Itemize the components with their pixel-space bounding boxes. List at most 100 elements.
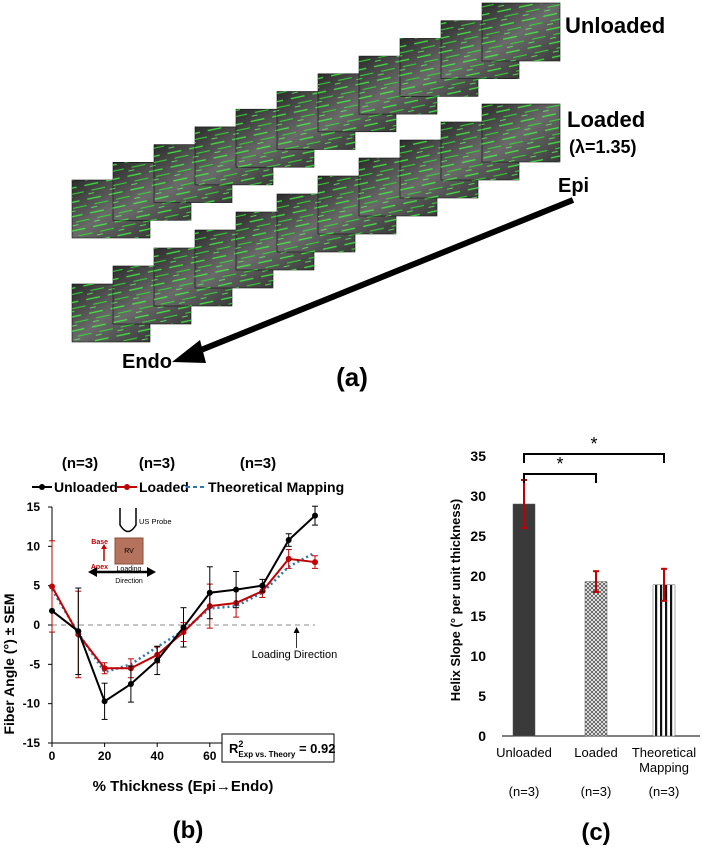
apex-label: Apex — [91, 564, 108, 571]
endo-label: Endo — [122, 351, 172, 373]
unloaded-point — [101, 698, 108, 705]
r-squared-annotation: R2 Exp vs. Theory = 0.92 — [221, 733, 335, 763]
chart-b-axes: -15-10-5051015020406080100 — [23, 500, 326, 763]
inset-direction-label: Direction — [115, 578, 143, 585]
loading-direction-label: Loading Direction — [252, 649, 338, 661]
chart-c-category-label: Mapping — [639, 760, 689, 775]
unloaded-image-stack — [71, 2, 561, 239]
legend: Unloaded Loaded Theoretical Mapping — [32, 479, 344, 495]
rv-box — [114, 537, 144, 565]
theoretical-mapping-line — [50, 551, 316, 674]
significance-bracket — [523, 453, 665, 463]
chart-c-significance: ** — [523, 434, 665, 483]
loaded-point — [285, 555, 292, 562]
chart-c-n-label: (n=3) — [649, 784, 680, 799]
chart-b-y-tick-label: 10 — [27, 539, 41, 553]
chart-c-y-tick-label: 15 — [470, 608, 486, 624]
us-probe-label: US Probe — [139, 517, 172, 526]
chart-b-x-tick-label: 40 — [151, 749, 165, 763]
legend-theory-label: Theoretical Mapping — [208, 479, 344, 495]
bar-loaded — [584, 581, 608, 737]
rv-label: RV — [124, 548, 134, 555]
loaded-point — [101, 665, 108, 672]
unloaded-point — [127, 681, 134, 687]
chart-c-y-tick-label: 5 — [478, 688, 486, 704]
unloaded-point — [154, 657, 161, 664]
chart-b-reference-line: Loading Direction — [52, 624, 338, 661]
us-probe-icon — [119, 508, 137, 533]
unloaded-point — [206, 589, 213, 596]
chart-b-y-tick-label: -15 — [23, 736, 41, 750]
epi-endo-arrowhead — [172, 340, 206, 363]
chart-c-y-tick-label: 20 — [470, 568, 486, 584]
chart-c-n-label: (n=3) — [581, 784, 612, 799]
loading-arrow-right-head — [147, 567, 156, 577]
chart-b-x-tick-label: 60 — [203, 749, 217, 763]
unloaded-point — [49, 607, 55, 614]
n-label-group-3: (n=3) — [240, 455, 276, 472]
chart-b-y-tick-label: 5 — [33, 579, 40, 593]
chart-b-y-tick-label: -10 — [23, 697, 41, 711]
legend-loaded-marker — [124, 484, 130, 490]
unloaded-point — [75, 628, 82, 635]
chart-b-x-axis-label: % Thickness (Epi→Endo) — [93, 778, 274, 795]
panel-c-label: (c) — [581, 819, 610, 846]
chart-c-category-label: Loaded — [574, 745, 617, 760]
chart-c-y-tick-label: 30 — [470, 488, 486, 504]
loaded-point — [312, 559, 318, 566]
unloaded-point — [285, 537, 292, 544]
loading-arrow-left-head — [88, 567, 97, 577]
stretch-ratio-label: (λ=1.35) — [569, 137, 637, 157]
legend-unloaded-marker — [39, 484, 45, 490]
base-label: Base — [91, 539, 108, 546]
panel-c-helix-slope-chart: 0 5 10 15 20 25 30 35 Unloaded (n=3) Loaded (n=3) T… — [448, 434, 700, 846]
chart-c-category-label: Unloaded — [496, 745, 552, 760]
chart-b-x-tick-label: 0 — [49, 749, 56, 763]
significance-star: * — [590, 434, 597, 454]
panel-b-fiber-angle-chart: (n=3) (n=3) (n=3) Unloaded Loaded Theore… — [1, 455, 344, 844]
base-apex-arrowhead — [101, 544, 107, 549]
bar-unloaded — [512, 503, 536, 737]
unloaded-point — [259, 582, 266, 589]
chart-b-y-tick-label: 0 — [33, 618, 40, 632]
unloaded-point — [180, 624, 187, 631]
panel-a-label: (a) — [336, 362, 368, 392]
unloaded-point — [233, 586, 240, 593]
chart-c-y-tick-label: 25 — [470, 528, 486, 544]
inset-loading-label: Loading — [117, 566, 142, 573]
chart-c-category-label: Theoretical — [632, 745, 696, 760]
chart-c-bars: Unloaded (n=3) Loaded (n=3) TheoreticalMappi… — [496, 479, 696, 799]
unloaded-point — [312, 512, 318, 519]
n-label-group-2: (n=3) — [139, 455, 175, 472]
epi-endo-arrow-shaft — [194, 197, 575, 355]
chart-c-n-label: (n=3) — [509, 784, 540, 799]
inset-diagram: US Probe RV Base Apex Loading Direction — [88, 508, 172, 585]
bar-theoretical-mapping — [652, 584, 676, 737]
significance-star: * — [556, 454, 563, 474]
chart-b-y-tick-label: 15 — [27, 500, 41, 514]
chart-b-y-axis-label: Fiber Angle (°) ± SEM — [1, 593, 17, 734]
chart-c-y-tick-label: 10 — [470, 648, 486, 664]
chart-c-y-axis-label: Helix Slope (° per unit thickness) — [448, 499, 463, 701]
chart-b-x-tick-label: 20 — [98, 749, 112, 763]
epi-label: Epi — [558, 175, 589, 197]
unloaded-tile-fibers — [482, 3, 560, 61]
r-squared-box — [221, 733, 335, 763]
loaded-tile-fibers — [482, 104, 560, 162]
loaded-label: Loaded — [567, 107, 645, 132]
significance-bracket — [523, 473, 597, 483]
loaded-image-stack — [71, 103, 561, 343]
loading-direction-pointer-head — [293, 627, 300, 633]
legend-loaded-label: Loaded — [139, 479, 189, 495]
chart-c-y-tick-label: 35 — [470, 448, 486, 464]
n-label-group-1: (n=3) — [62, 455, 98, 472]
chart-c-y-tick-label: 0 — [478, 728, 486, 744]
panel-a-image-stacks: Unloaded Loaded (λ=1.35) Epi Endo (a) — [71, 2, 665, 392]
chart-b-series — [49, 505, 318, 720]
legend-unloaded-label: Unloaded — [54, 479, 118, 495]
r-squared-text: R2 Exp vs. Theory = 0.92 — [229, 739, 335, 759]
unloaded-label: Unloaded — [565, 13, 665, 38]
loaded-point — [49, 583, 55, 590]
panel-b-label: (b) — [173, 817, 204, 844]
chart-b-y-tick-label: -5 — [29, 657, 40, 671]
